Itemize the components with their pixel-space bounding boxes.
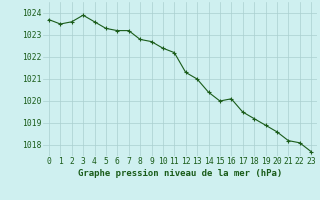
X-axis label: Graphe pression niveau de la mer (hPa): Graphe pression niveau de la mer (hPa) [78,169,282,178]
